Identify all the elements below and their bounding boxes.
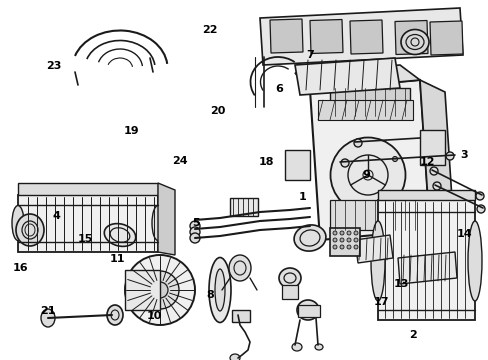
Polygon shape: [269, 19, 303, 53]
Ellipse shape: [330, 138, 405, 212]
Text: 10: 10: [146, 311, 162, 321]
Text: 7: 7: [306, 50, 314, 60]
Polygon shape: [260, 8, 462, 65]
Ellipse shape: [291, 343, 302, 351]
Bar: [231, 310, 249, 322]
Text: 12: 12: [419, 157, 435, 167]
Polygon shape: [377, 200, 474, 320]
Bar: [329, 88, 409, 116]
Ellipse shape: [475, 192, 483, 200]
Ellipse shape: [346, 231, 350, 235]
Text: 11: 11: [109, 254, 125, 264]
Text: 2: 2: [408, 330, 416, 340]
Polygon shape: [429, 21, 462, 55]
Ellipse shape: [104, 224, 136, 246]
Text: 4: 4: [52, 211, 60, 221]
Ellipse shape: [296, 300, 318, 320]
Bar: [125, 270, 160, 310]
Ellipse shape: [346, 245, 350, 249]
Text: 3: 3: [460, 150, 468, 160]
Ellipse shape: [332, 231, 336, 235]
Text: 17: 17: [373, 297, 388, 307]
Ellipse shape: [445, 152, 453, 160]
Ellipse shape: [339, 245, 343, 249]
Bar: [285, 150, 309, 180]
Ellipse shape: [12, 206, 24, 240]
Bar: [229, 198, 258, 216]
Polygon shape: [294, 65, 419, 90]
Ellipse shape: [229, 354, 240, 360]
Polygon shape: [419, 80, 454, 245]
Polygon shape: [309, 19, 342, 54]
Ellipse shape: [152, 206, 163, 240]
Text: 23: 23: [46, 60, 61, 71]
Ellipse shape: [125, 255, 195, 325]
Ellipse shape: [190, 227, 200, 237]
Ellipse shape: [228, 255, 250, 281]
Ellipse shape: [353, 245, 357, 249]
Ellipse shape: [141, 271, 179, 309]
Polygon shape: [377, 190, 474, 200]
Ellipse shape: [353, 238, 357, 242]
Ellipse shape: [332, 238, 336, 242]
Ellipse shape: [353, 139, 361, 147]
Text: 24: 24: [172, 156, 187, 166]
Ellipse shape: [208, 257, 230, 323]
Bar: [329, 200, 419, 230]
Ellipse shape: [215, 269, 224, 311]
Ellipse shape: [190, 221, 200, 231]
Ellipse shape: [107, 305, 123, 325]
Bar: [317, 100, 412, 120]
Bar: [297, 305, 319, 317]
Text: 21: 21: [40, 306, 56, 316]
Ellipse shape: [339, 238, 343, 242]
Polygon shape: [18, 183, 158, 195]
Text: 9: 9: [362, 170, 370, 180]
Text: 14: 14: [456, 229, 471, 239]
Ellipse shape: [476, 205, 484, 213]
Text: 22: 22: [202, 24, 218, 35]
Text: 18: 18: [258, 157, 274, 167]
Text: 19: 19: [123, 126, 139, 136]
Ellipse shape: [370, 221, 384, 301]
Text: 16: 16: [13, 263, 28, 273]
Text: 6: 6: [274, 84, 282, 94]
Bar: [282, 285, 297, 299]
Ellipse shape: [339, 231, 343, 235]
Ellipse shape: [279, 268, 301, 288]
Bar: [329, 228, 359, 256]
Text: 13: 13: [392, 279, 408, 289]
Polygon shape: [354, 235, 392, 263]
Text: 15: 15: [78, 234, 93, 244]
Polygon shape: [394, 21, 427, 54]
Polygon shape: [397, 252, 456, 284]
Ellipse shape: [152, 282, 168, 298]
Polygon shape: [18, 195, 158, 252]
Ellipse shape: [332, 245, 336, 249]
Ellipse shape: [432, 182, 440, 190]
Ellipse shape: [340, 159, 348, 167]
Ellipse shape: [41, 309, 55, 327]
Bar: [419, 130, 444, 165]
Text: 20: 20: [209, 106, 225, 116]
Polygon shape: [349, 20, 382, 54]
Polygon shape: [158, 183, 175, 255]
Text: 1: 1: [298, 192, 305, 202]
Ellipse shape: [392, 157, 397, 162]
Ellipse shape: [314, 344, 323, 350]
Ellipse shape: [16, 214, 44, 246]
Ellipse shape: [190, 233, 200, 243]
Ellipse shape: [353, 231, 357, 235]
Text: 8: 8: [206, 290, 214, 300]
Ellipse shape: [293, 225, 325, 251]
Text: 5: 5: [191, 218, 199, 228]
Ellipse shape: [429, 167, 437, 175]
Ellipse shape: [346, 238, 350, 242]
Polygon shape: [294, 58, 399, 95]
Ellipse shape: [400, 30, 428, 54]
Polygon shape: [309, 80, 429, 240]
Ellipse shape: [467, 221, 481, 301]
